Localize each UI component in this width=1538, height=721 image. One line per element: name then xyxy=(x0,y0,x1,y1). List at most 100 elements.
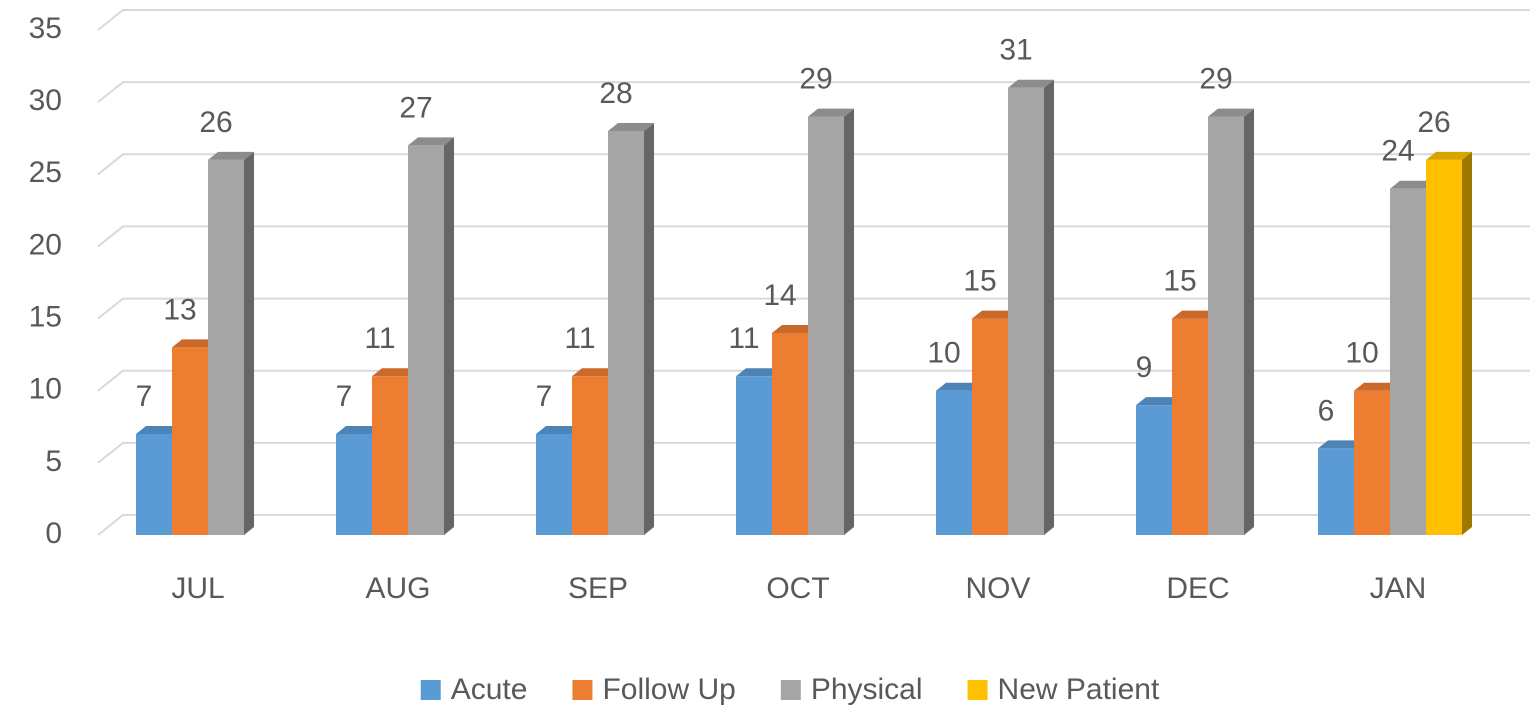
y-tick-label: 30 xyxy=(29,84,62,117)
bar xyxy=(1136,405,1172,535)
bar xyxy=(936,390,972,535)
data-label: 14 xyxy=(763,279,796,312)
legend-item: Acute xyxy=(420,673,528,706)
data-label: 29 xyxy=(799,62,832,95)
bar-top xyxy=(1426,151,1472,160)
grid-line xyxy=(97,153,1530,176)
data-label: 7 xyxy=(336,380,353,413)
bar xyxy=(536,434,572,535)
bar-top xyxy=(1136,397,1182,406)
data-label: 11 xyxy=(728,322,759,355)
y-tick-label: 0 xyxy=(45,517,62,550)
x-tick-label: AUG xyxy=(365,572,430,605)
data-label: 24 xyxy=(1381,135,1414,168)
bar-top xyxy=(1318,440,1364,449)
bar xyxy=(1354,390,1390,535)
bar xyxy=(1426,159,1462,535)
legend-item: Follow Up xyxy=(572,673,736,706)
grid-line xyxy=(97,297,1530,320)
bar-top xyxy=(572,368,618,377)
bar-side xyxy=(644,123,654,535)
legend-item: New Patient xyxy=(967,673,1160,706)
data-label: 7 xyxy=(136,380,153,413)
grid-line xyxy=(97,441,1530,464)
data-label: 10 xyxy=(1345,337,1378,370)
data-label: 31 xyxy=(999,34,1032,67)
bar xyxy=(972,318,1008,535)
x-tick-label: SEP xyxy=(568,572,628,605)
bar xyxy=(172,347,208,535)
bar xyxy=(1008,87,1044,535)
bar-top xyxy=(1008,79,1054,88)
legend-label: New Patient xyxy=(998,673,1160,706)
data-label: 11 xyxy=(564,322,595,355)
x-tick-label: JAN xyxy=(1370,572,1427,605)
bar xyxy=(772,333,808,535)
bar xyxy=(808,116,844,536)
legend-swatch xyxy=(780,680,801,700)
bar-top xyxy=(172,339,218,348)
bar xyxy=(372,376,408,535)
bar xyxy=(336,434,372,535)
bar-side xyxy=(1044,79,1054,535)
x-tick-label: OCT xyxy=(766,572,829,605)
bar xyxy=(1390,188,1426,535)
y-tick-label: 35 xyxy=(29,12,62,45)
y-tick-label: 10 xyxy=(29,373,62,406)
data-label: 11 xyxy=(364,322,395,355)
bar-top xyxy=(1208,108,1254,117)
y-tick-label: 20 xyxy=(29,228,62,261)
data-label: 15 xyxy=(1163,264,1196,297)
bar-top xyxy=(1354,382,1400,391)
x-tick-label: JUL xyxy=(171,572,224,605)
bar-top xyxy=(608,123,654,131)
bar xyxy=(208,159,244,535)
legend-label: Follow Up xyxy=(602,673,735,706)
bar xyxy=(1172,318,1208,535)
bar xyxy=(572,376,608,535)
bar-top xyxy=(936,382,982,391)
bar-top xyxy=(1390,180,1436,189)
bar-top xyxy=(536,426,582,434)
grid-line xyxy=(97,81,1530,103)
legend-label: Physical xyxy=(811,673,923,706)
x-tick-label: NOV xyxy=(965,572,1030,605)
grid-line xyxy=(97,514,1530,536)
data-label: 27 xyxy=(399,91,432,124)
bar-side xyxy=(1244,108,1254,536)
bar-side xyxy=(444,137,454,535)
data-label: 13 xyxy=(163,293,196,326)
bar-top xyxy=(772,325,818,333)
y-tick-label: 15 xyxy=(29,300,62,333)
bar xyxy=(1318,448,1354,535)
grid-line xyxy=(97,9,1530,31)
data-label: 10 xyxy=(927,337,960,370)
data-label: 9 xyxy=(1136,351,1153,384)
bar-top xyxy=(208,151,254,160)
bar-top xyxy=(408,137,454,146)
bar-top xyxy=(1172,310,1218,319)
data-label: 28 xyxy=(599,77,632,110)
x-tick-label: DEC xyxy=(1166,572,1229,605)
legend-item: Physical xyxy=(780,673,923,706)
grid-line xyxy=(97,225,1530,248)
bar-top xyxy=(972,310,1018,319)
bar xyxy=(1208,116,1244,536)
legend-swatch xyxy=(572,680,593,700)
legend-swatch xyxy=(967,680,988,700)
data-label: 15 xyxy=(963,264,996,297)
bar xyxy=(136,434,172,535)
data-label: 6 xyxy=(1318,394,1335,427)
bar xyxy=(608,131,644,535)
data-label: 26 xyxy=(1417,106,1450,139)
y-tick-label: 25 xyxy=(29,156,62,189)
bar-top xyxy=(336,426,382,434)
legend-label: Acute xyxy=(451,673,528,706)
grid-line xyxy=(97,369,1530,392)
data-label: 29 xyxy=(1199,62,1232,95)
data-label: 26 xyxy=(199,106,232,139)
bar-side xyxy=(1462,151,1472,535)
bar-top xyxy=(808,108,854,117)
bar-side xyxy=(244,151,254,535)
y-tick-label: 5 xyxy=(45,445,62,478)
